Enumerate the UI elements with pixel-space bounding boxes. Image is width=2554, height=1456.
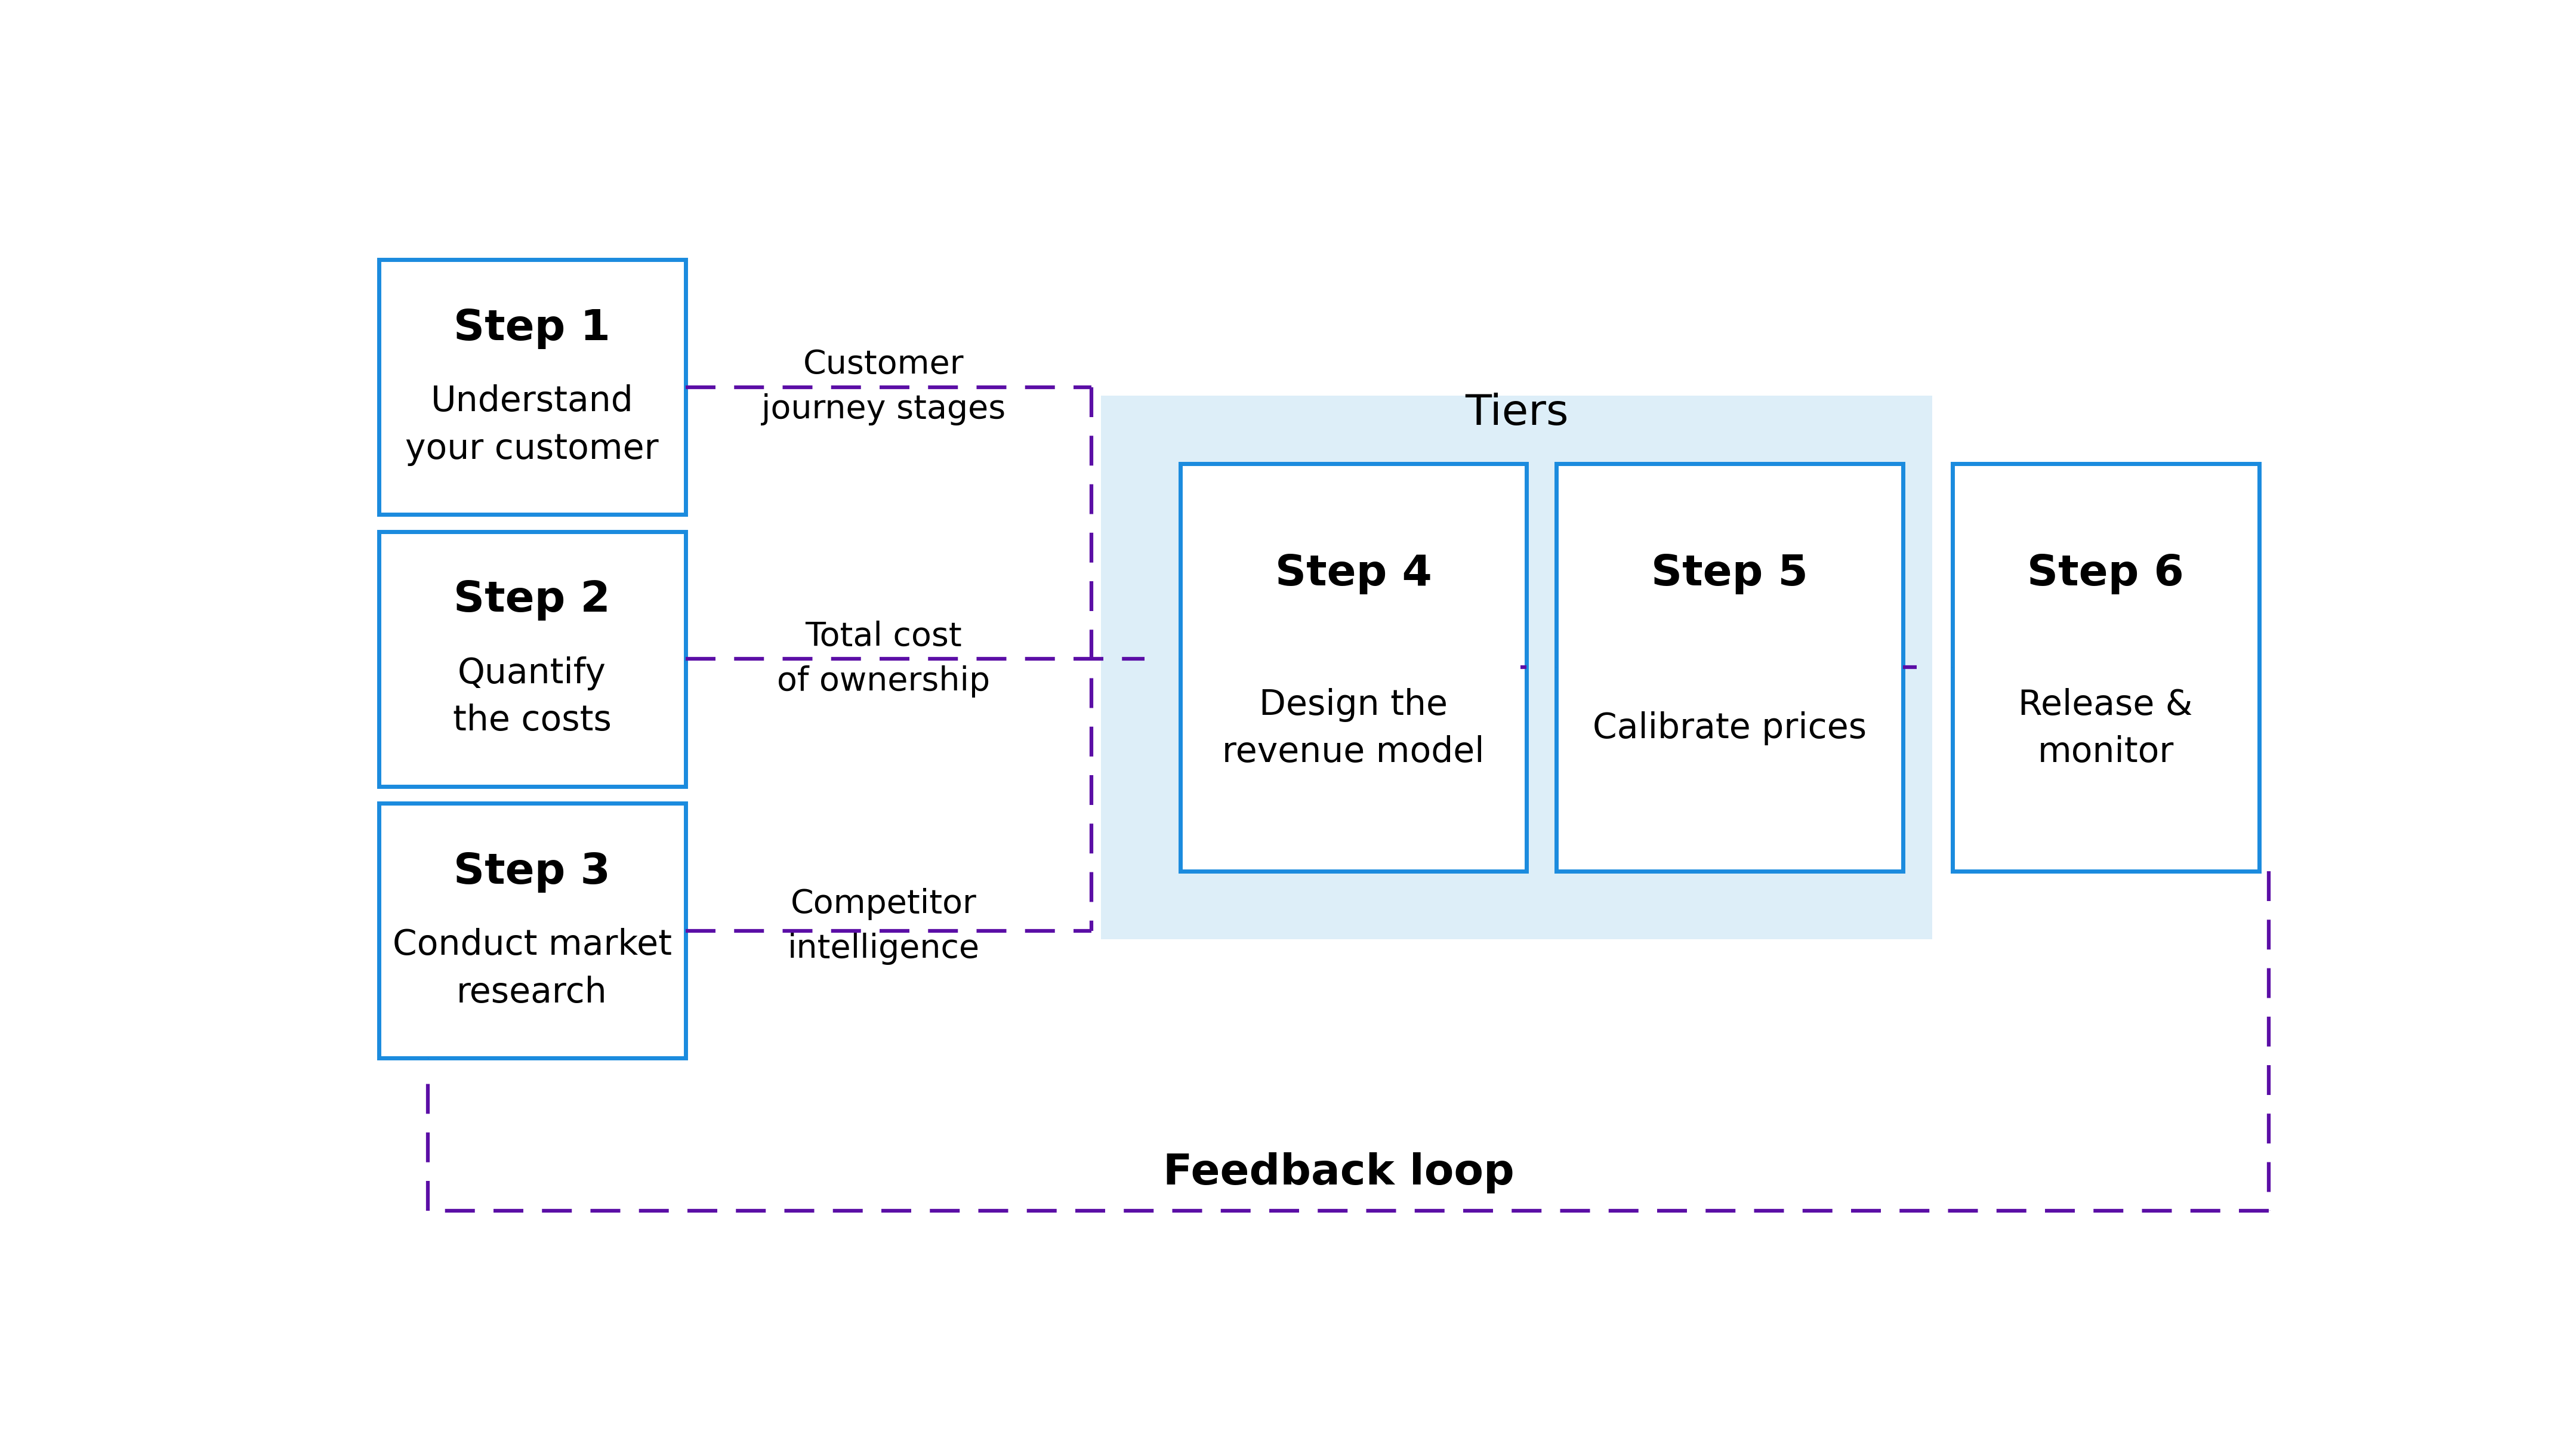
Text: Step 3: Step 3 xyxy=(455,852,610,893)
Text: Total cost
of ownership: Total cost of ownership xyxy=(776,620,991,697)
FancyBboxPatch shape xyxy=(378,804,684,1059)
Text: Feedback loop: Feedback loop xyxy=(1162,1152,1515,1194)
FancyBboxPatch shape xyxy=(1101,396,1933,939)
FancyBboxPatch shape xyxy=(1180,463,1527,871)
Text: Design the
revenue model: Design the revenue model xyxy=(1223,687,1484,769)
Text: Competitor
intelligence: Competitor intelligence xyxy=(787,888,981,965)
FancyBboxPatch shape xyxy=(1951,463,2258,871)
Text: Release &
monitor: Release & monitor xyxy=(2018,687,2194,769)
Text: Step 5: Step 5 xyxy=(1650,553,1808,594)
FancyBboxPatch shape xyxy=(378,531,684,786)
Text: Step 2: Step 2 xyxy=(455,579,610,620)
Text: Quantify
the costs: Quantify the costs xyxy=(452,657,610,738)
Text: Step 4: Step 4 xyxy=(1274,553,1433,594)
Text: Customer
journey stages: Customer journey stages xyxy=(761,348,1006,425)
FancyBboxPatch shape xyxy=(378,259,684,514)
Text: Calibrate prices: Calibrate prices xyxy=(1594,712,1867,745)
Text: Understand
your customer: Understand your customer xyxy=(406,384,659,466)
FancyBboxPatch shape xyxy=(1555,463,1903,871)
Text: Step 6: Step 6 xyxy=(2028,553,2184,594)
Text: Tiers: Tiers xyxy=(1466,393,1568,434)
Text: Step 1: Step 1 xyxy=(455,307,610,349)
Text: Conduct market
research: Conduct market research xyxy=(393,927,672,1009)
